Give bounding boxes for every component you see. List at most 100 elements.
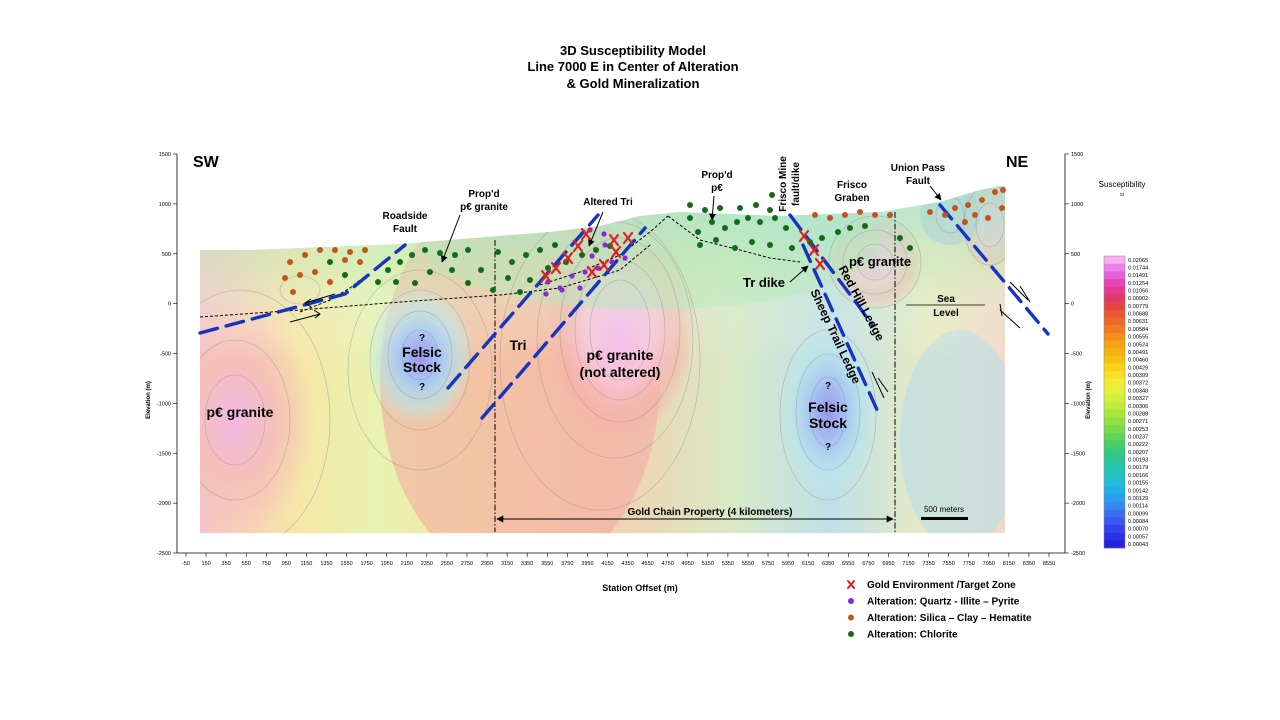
colorbar-value: 0.00271 bbox=[1128, 419, 1148, 425]
colorbar-value: 0.02065 bbox=[1128, 258, 1148, 264]
chlorite-dot bbox=[713, 237, 719, 243]
colorbar-value: 0.00288 bbox=[1128, 411, 1148, 417]
chlorite-dot bbox=[702, 207, 708, 213]
colorbar-swatch bbox=[1104, 256, 1125, 264]
chlorite-dot bbox=[552, 242, 558, 248]
title-line-1: 3D Susceptibility Model bbox=[560, 43, 706, 58]
colorbar-value: 0.00348 bbox=[1128, 388, 1148, 394]
colorbar-swatch bbox=[1104, 363, 1125, 372]
chlorite-dot bbox=[478, 267, 484, 273]
colorbar-swatch bbox=[1104, 386, 1125, 395]
felsic-stock-right-label-2: Stock bbox=[809, 415, 847, 431]
colorbar-value: 0.00399 bbox=[1128, 373, 1148, 379]
colorbar-swatch bbox=[1104, 348, 1125, 357]
union-pass-fault-line bbox=[938, 203, 1050, 336]
colorbar-value: 0.00253 bbox=[1128, 427, 1148, 433]
colorbar-swatch bbox=[1104, 309, 1125, 318]
colorbar-swatch bbox=[1104, 509, 1125, 518]
colorbar-swatch bbox=[1104, 532, 1125, 541]
pyrite-dot bbox=[601, 231, 607, 237]
hematite-dot bbox=[985, 215, 991, 221]
arrow-tr-dike bbox=[789, 265, 809, 283]
tri-label: Tri bbox=[509, 337, 526, 353]
propd-pc-label-2: p€ bbox=[711, 183, 723, 194]
colorbar-value: 0.00129 bbox=[1128, 496, 1148, 502]
chlorite-dot bbox=[737, 205, 743, 211]
y-ticks-right: 1500 1000 500 0 -500 -1000 -1500 -2000 -2500 bbox=[1065, 152, 1085, 557]
chlorite-dot bbox=[327, 259, 333, 265]
union-pass-label-2: Fault bbox=[906, 176, 931, 187]
frisco-mine-label-1: Frisco Mine bbox=[778, 156, 789, 212]
hematite-dot bbox=[302, 252, 308, 258]
colorbar-swatch bbox=[1104, 478, 1125, 487]
granite-left-label: p€ granite bbox=[207, 404, 274, 420]
chlorite-dot bbox=[783, 225, 789, 231]
colorbar-swatch bbox=[1104, 417, 1125, 426]
altered-tri-label: Altered Tri bbox=[583, 197, 633, 208]
chlorite-dot bbox=[847, 225, 853, 231]
x-tick-label: 3550 bbox=[541, 561, 553, 567]
chlorite-dot bbox=[819, 235, 825, 241]
colorbar-value: 0.00491 bbox=[1128, 350, 1148, 356]
colorbar-value: 0.00043 bbox=[1128, 542, 1148, 548]
hematite-dot bbox=[812, 212, 818, 218]
colorbar-value: 0.00207 bbox=[1128, 450, 1148, 456]
x-tick-label: 8350 bbox=[1023, 561, 1035, 567]
chlorite-dot bbox=[412, 280, 418, 286]
legend-label: Gold Environment /Target Zone bbox=[867, 580, 1016, 591]
chlorite-dot bbox=[593, 247, 599, 253]
pyrite-dot bbox=[577, 285, 583, 291]
gold-target-x bbox=[586, 265, 598, 279]
colorbar-swatch bbox=[1104, 279, 1125, 288]
x-tick-label: -50 bbox=[182, 561, 190, 567]
legend-label: Alteration: Chlorite bbox=[867, 630, 958, 641]
y-tick-label-left: -500 bbox=[160, 352, 171, 358]
scale-bar bbox=[921, 517, 968, 520]
x-tick-label: 8150 bbox=[1003, 561, 1015, 567]
contact-line-altered-tri bbox=[539, 215, 669, 286]
colorbar-value: 0.00306 bbox=[1128, 404, 1148, 410]
hematite-dot bbox=[327, 279, 333, 285]
y-tick-label-left: 0 bbox=[168, 302, 171, 308]
x-tick-label: 6950 bbox=[882, 561, 894, 567]
fault-line-tri-east bbox=[480, 226, 647, 420]
chlorite-dot bbox=[722, 225, 728, 231]
frisco-graben-label-2: Graben bbox=[834, 193, 869, 204]
slip-arrow-union-lower bbox=[999, 303, 1021, 329]
slip-arrow-roadside-upper bbox=[304, 293, 336, 308]
chlorite-dot bbox=[767, 207, 773, 213]
chlorite-dot bbox=[769, 192, 775, 198]
colorbar-swatch bbox=[1104, 471, 1125, 480]
granite-center-label-2: (not altered) bbox=[580, 364, 661, 380]
colorbar-value: 0.00327 bbox=[1128, 396, 1148, 402]
contact-line-graben bbox=[667, 215, 801, 263]
gold-target-x bbox=[808, 243, 820, 257]
chlorite-dot bbox=[695, 229, 701, 235]
pyrite-dot bbox=[559, 287, 565, 293]
legend-dot-icon bbox=[848, 614, 854, 621]
question-mark-right-top: ? bbox=[825, 381, 831, 392]
roadside-fault-label-2: Fault bbox=[393, 224, 418, 235]
red-hill-fault-line bbox=[788, 213, 874, 327]
y-tick-label-right: 1500 bbox=[1071, 152, 1083, 158]
y-axis-right: 1500 1000 500 0 -500 -1000 -1500 -2000 -2500 Ele… bbox=[1064, 152, 1092, 557]
hematite-dot bbox=[282, 275, 288, 281]
colorbar-swatch bbox=[1104, 378, 1125, 387]
x-tick-label: 7750 bbox=[963, 561, 975, 567]
chlorite-dot bbox=[789, 245, 795, 251]
y-tick-label-left: -1000 bbox=[157, 401, 171, 407]
legend-item: Alteration: Quartz - Illite – Pyrite bbox=[848, 597, 1020, 608]
colorbar-value: 0.00429 bbox=[1128, 365, 1148, 371]
y-tick-label-left: 1500 bbox=[159, 152, 171, 158]
chlorite-dot bbox=[753, 202, 759, 208]
roadside-fault-label-1: Roadside bbox=[382, 211, 427, 222]
colorbar-swatch bbox=[1104, 524, 1125, 533]
arrow-union-pass bbox=[929, 185, 942, 201]
chlorite-dot bbox=[505, 275, 511, 281]
gold-target-x bbox=[610, 245, 622, 259]
colorbar-swatch bbox=[1104, 355, 1125, 364]
arrow-propd-pc bbox=[709, 195, 717, 221]
pyrite-dot bbox=[622, 255, 628, 261]
chlorite-dot bbox=[490, 287, 496, 293]
y-axis-label-left: Elevation (m) bbox=[146, 381, 152, 419]
